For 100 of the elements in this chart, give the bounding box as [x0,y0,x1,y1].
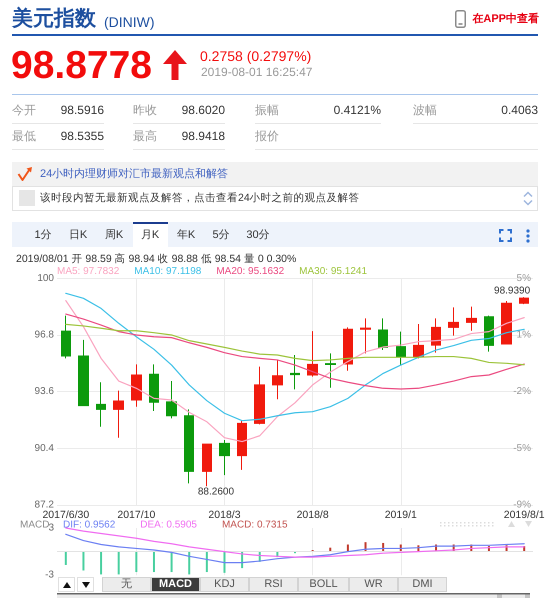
text: 年K [176,228,196,240]
text: 2019-08-01 16:25:47 [201,65,312,79]
text: MACD [159,578,192,590]
line-series [65,527,525,558]
candlestick [378,318,388,351]
text: MA30: 95.1241 [299,266,368,278]
y-tick-label: 90.4 [34,442,54,454]
text: 无 [121,578,132,590]
candlestick [113,390,124,438]
candlestick [219,440,230,476]
candlestick [431,318,441,354]
text: 30分 [246,228,270,240]
bar [206,552,208,572]
bar [223,552,226,573]
y2-tick-label: -5% [513,442,532,454]
x-tick-label: 2019/8/1 [504,509,545,521]
text: 98.8778 [11,44,152,86]
candlestick [149,364,159,412]
text: MA20: 95.1632 [216,266,285,278]
text: 5分 [212,228,230,240]
text: MA5: 97.7832 [57,266,120,278]
annotation: 98.9390 [494,286,531,297]
text: 昨收 [133,103,157,117]
x-tick-label: 2019/1 [384,509,417,521]
y2-tick-label: 5% [516,272,532,284]
text: DMI [412,578,433,590]
candlestick [307,330,318,378]
bar [152,552,155,572]
text: 周K [104,228,124,240]
candlestick [360,318,371,354]
text: 最低 [12,129,36,143]
text: 98.5916 [60,103,104,117]
candlestick [413,323,424,359]
text: 报价 [255,129,279,143]
candlestick [237,420,247,470]
y2-tick-label: -2% [513,386,532,398]
candlestick [484,315,494,352]
y-tick-label: 96.8 [34,329,54,340]
text: RSI [264,578,283,590]
y-tick-label: 87.2 [34,500,54,510]
chart-title: MACD [20,520,50,530]
candlestick [131,364,142,408]
text: 最高 [133,129,157,143]
candlestick [96,382,106,428]
candlestick [202,444,212,487]
text: 98.5355 [60,129,104,143]
candlestick [448,306,459,336]
text: (DINIW) [104,14,155,30]
candlestick [166,380,177,419]
y2-tick-label: 1% [516,329,532,340]
annotation: 88.2600 [198,486,234,498]
bar [346,544,349,552]
bar [118,552,120,574]
text: 月K [140,228,160,240]
text: 0.4063 [501,103,538,117]
bar [82,552,84,570]
y2-tick-label: -9% [513,500,532,510]
y-tick-label: 3 [48,522,54,534]
candlestick [290,354,300,390]
text: 在APP中查看 [472,12,539,24]
text: 美元指数 [12,6,96,30]
text: 波幅 [413,103,437,117]
candlestick [272,359,283,400]
x-tick-label: 2017/10 [117,509,156,521]
x-tick-label: 2018/8 [296,509,329,521]
text: MA10: 97.1198 [134,266,202,278]
candlestick [325,352,336,388]
text: 振幅 [255,103,279,117]
bar [135,552,138,572]
y-tick-label: 100 [37,272,54,284]
text: 今开 [12,103,36,117]
candlestick [61,315,71,359]
y-tick-label: 93.6 [34,386,54,398]
line-series [65,534,525,564]
bar [188,552,190,574]
text: 该时段内暂无最新观点及解答，点击查看24小时之前的观点及解答 [40,192,360,204]
x-tick-label: 2018/3 [208,509,241,521]
text: 0.2758 (0.2797%) [200,48,312,64]
text: 98.9418 [182,129,225,143]
candlestick [519,296,529,305]
bar [170,552,173,572]
bar [64,552,67,565]
text: KDJ [214,578,235,590]
candlestick [343,326,353,372]
text: 日K [68,228,88,240]
x-tick-label: 2017/6/30 [42,509,90,521]
candlestick [501,300,512,345]
series-label: DIF: 0.9562 [63,520,116,530]
y-tick-label: -3 [45,570,54,581]
candlestick [184,408,194,484]
text: BOLL [309,578,338,590]
candlestick [466,306,477,332]
text: 0.4121% [334,103,381,117]
text: WR [364,578,383,590]
candlestick [78,339,89,407]
text: 24小时内理财师对汇市最新观点和解答 [40,168,228,180]
candlestick [396,331,406,366]
candlestick [254,366,265,425]
bar [100,552,102,574]
text: MACD: 0.7315 [222,520,288,530]
